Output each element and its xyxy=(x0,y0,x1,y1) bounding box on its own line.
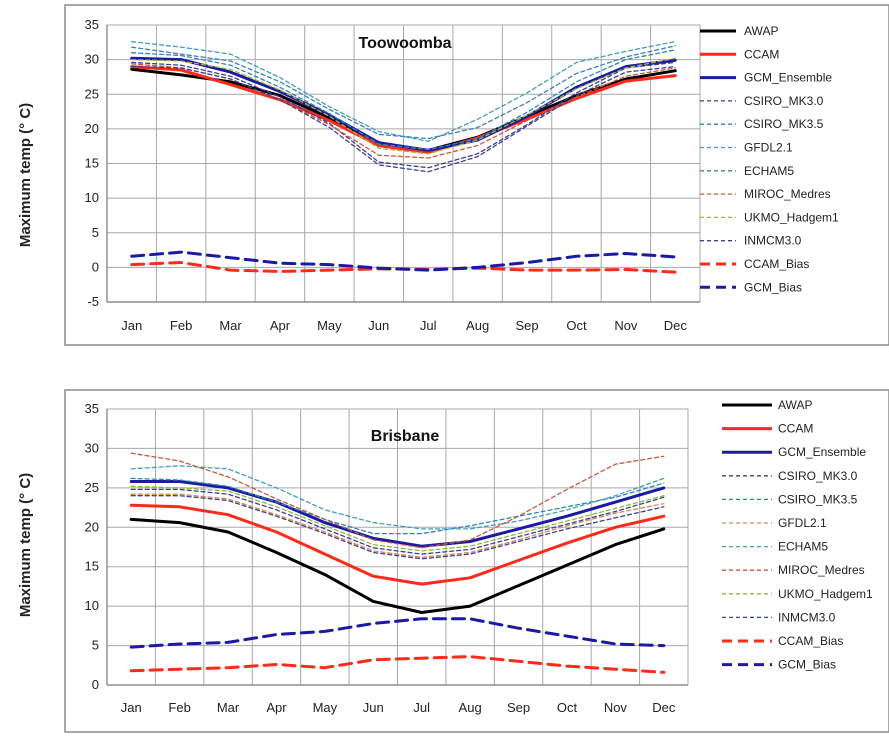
series-line-gcm-ensemble xyxy=(129,480,666,548)
y-tick-label: 35 xyxy=(85,17,99,32)
x-tick-label: Jan xyxy=(121,318,142,333)
chart-frame xyxy=(64,4,889,346)
legend-label: AWAP xyxy=(744,24,778,38)
legend-label: CSIRO_MK3.5 xyxy=(744,117,824,131)
series-line-gfdl2-1 xyxy=(130,493,665,558)
series-line-ukmo-hadgem1 xyxy=(131,57,676,155)
x-tick-label: Aug xyxy=(466,318,489,333)
y-tick-label: 20 xyxy=(85,121,99,136)
series-line-gcm-ensemble xyxy=(130,56,677,152)
x-tick-label: Mar xyxy=(217,700,240,715)
legend-label: CCAM_Bias xyxy=(744,257,809,271)
series-line-ccam-bias xyxy=(129,655,666,674)
x-tick-label: Feb xyxy=(170,318,192,333)
y-tick-label: 10 xyxy=(85,598,99,613)
series-line-gcm-bias xyxy=(130,250,677,272)
x-tick-label: Jul xyxy=(420,318,437,333)
legend-label: CSIRO_MK3.0 xyxy=(778,469,858,483)
y-tick-label: 10 xyxy=(85,190,99,205)
x-tick-label: Nov xyxy=(614,318,638,333)
series-line-inmcm3-0 xyxy=(131,65,676,173)
legend-label: CSIRO_MK3.5 xyxy=(778,492,858,506)
series-line-csiro-mk3-5 xyxy=(130,477,665,535)
series-line-gfdl2-1 xyxy=(131,40,676,142)
chart-panel-1: -5 0 5 10 15 20 25 30 35 Jan Feb Mar Apr May Jun Jul Aug… xyxy=(17,4,889,346)
legend-label: GFDL2.1 xyxy=(744,141,793,155)
legend-label: MIROC_Medres xyxy=(744,187,831,201)
x-tick-label: Jan xyxy=(121,700,142,715)
series-line-ukmo-hadgem1 xyxy=(130,485,665,552)
y-tick-label: 35 xyxy=(85,401,99,416)
y-tick-label: 30 xyxy=(85,52,99,67)
x-tick-label: Sep xyxy=(507,700,530,715)
x-tick-label: May xyxy=(313,700,338,715)
series-line-ccam xyxy=(130,65,677,154)
legend-label: GCM_Bias xyxy=(778,658,836,672)
series-line-ccam xyxy=(129,503,666,586)
y-tick-label: -5 xyxy=(87,294,99,309)
chart-title: Toowoomba xyxy=(358,35,451,52)
x-tick-label: Sep xyxy=(515,318,538,333)
legend-label: ECHAM5 xyxy=(778,540,828,554)
series-line-awap xyxy=(129,517,666,614)
y-axis-title: Maximum temp (° C) xyxy=(17,473,34,617)
x-tick-label: Dec xyxy=(652,700,676,715)
chart-frame xyxy=(64,389,889,733)
x-tick-label: Jun xyxy=(363,700,384,715)
series-line-echam5 xyxy=(131,45,676,140)
y-tick-label: 15 xyxy=(85,559,99,574)
legend-label: INMCM3.0 xyxy=(744,234,802,248)
legend-label: UKMO_Hadgem1 xyxy=(778,587,873,601)
x-tick-label: Aug xyxy=(459,700,482,715)
x-tick-label: Feb xyxy=(168,700,190,715)
legend-label: GCM_Ensemble xyxy=(778,445,866,459)
legend-label: CCAM xyxy=(744,47,779,61)
series-line-miroc-medres xyxy=(130,452,665,549)
x-tick-label: Jul xyxy=(413,700,430,715)
y-tick-label: 25 xyxy=(85,86,99,101)
chart-title: Brisbane xyxy=(371,428,440,445)
x-tick-label: Nov xyxy=(604,700,628,715)
legend-label: GFDL2.1 xyxy=(778,516,827,530)
legend-label: UKMO_Hadgem1 xyxy=(744,210,839,224)
x-tick-label: Oct xyxy=(566,318,587,333)
y-tick-label: 30 xyxy=(85,440,99,455)
legend-label: AWAP xyxy=(778,398,812,412)
y-tick-label: 20 xyxy=(85,519,99,534)
x-tick-label: Apr xyxy=(266,700,287,715)
series-line-inmcm3-0 xyxy=(130,495,665,560)
x-tick-label: Jun xyxy=(368,318,389,333)
x-tick-label: Mar xyxy=(219,318,242,333)
y-tick-label: 15 xyxy=(85,156,99,171)
x-tick-label: Dec xyxy=(664,318,688,333)
legend-label: ECHAM5 xyxy=(744,164,794,178)
series-line-echam5 xyxy=(130,465,665,530)
legend-label: GCM_Ensemble xyxy=(744,71,832,85)
chart-panel-2: 0 5 10 15 20 25 30 35 Jan Feb Mar Apr May Jun Jul Aug Se… xyxy=(17,389,889,733)
series-line-csiro-mk3-0 xyxy=(130,488,665,555)
x-tick-label: Apr xyxy=(270,318,291,333)
series-line-gcm-bias xyxy=(129,617,666,649)
x-tick-label: Oct xyxy=(557,700,578,715)
y-tick-label: 25 xyxy=(85,480,99,495)
y-tick-label: 0 xyxy=(92,677,99,692)
x-tick-label: May xyxy=(317,318,342,333)
legend-label: CSIRO_MK3.0 xyxy=(744,94,824,108)
y-tick-label: 5 xyxy=(92,638,99,653)
y-tick-label: 0 xyxy=(92,259,99,274)
series-line-csiro-mk3-5 xyxy=(131,49,676,151)
series-line-csiro-mk3-0 xyxy=(131,61,676,169)
y-tick-label: 5 xyxy=(92,225,99,240)
legend-label: INMCM3.0 xyxy=(778,610,836,624)
legend-label: CCAM_Bias xyxy=(778,634,843,648)
legend-label: MIROC_Medres xyxy=(778,563,865,577)
legend-label: CCAM xyxy=(778,422,813,436)
y-axis-title: Maximum temp (° C) xyxy=(17,103,34,247)
legend-label: GCM_Bias xyxy=(744,280,802,294)
